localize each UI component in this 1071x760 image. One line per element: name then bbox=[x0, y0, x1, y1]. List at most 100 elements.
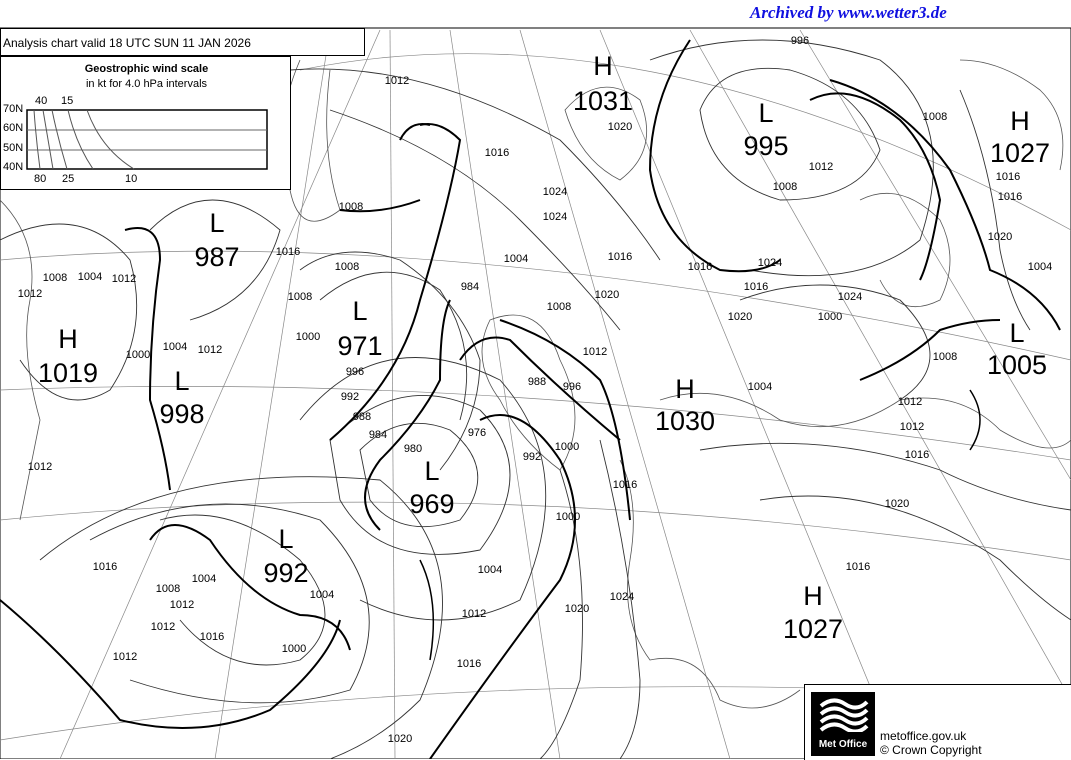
isobar-label: 976 bbox=[468, 427, 486, 439]
isobar-label: 1000 bbox=[126, 349, 150, 361]
chart-title-text: Analysis chart valid 18 UTC SUN 11 JAN 2… bbox=[3, 36, 251, 50]
scale-label: 25 bbox=[62, 173, 75, 185]
pressure-centre-type: H bbox=[675, 374, 695, 404]
isobar-label: 1000 bbox=[296, 331, 320, 343]
cold-front bbox=[329, 123, 462, 441]
isobar-label: 1012 bbox=[385, 75, 409, 87]
pressure-centre-type: H bbox=[593, 51, 613, 81]
pressure-centre-value: 1027 bbox=[783, 614, 843, 644]
lat-label: 40N bbox=[3, 161, 24, 173]
isobar-labels: 1012101210161020102410161008100410081012… bbox=[18, 35, 1052, 745]
occluded-front bbox=[364, 299, 451, 531]
isobar-label: 1016 bbox=[998, 191, 1022, 203]
pressure-centre-value: 992 bbox=[263, 558, 308, 588]
waves-icon bbox=[819, 698, 869, 734]
lat-label: 60N bbox=[3, 122, 24, 134]
isobar-label: 1008 bbox=[335, 261, 359, 273]
isobar-label: 1004 bbox=[163, 341, 187, 353]
isobar-label: 1012 bbox=[151, 621, 175, 633]
pressure-centre-type: L bbox=[174, 366, 189, 396]
isobar-label: 1024 bbox=[758, 257, 782, 269]
wind-scale-subtitle: in kt for 4.0 hPa intervals bbox=[85, 78, 208, 90]
isobar-label: 1012 bbox=[198, 344, 222, 356]
isobar-label: 996 bbox=[563, 381, 581, 393]
copyright: © Crown Copyright bbox=[880, 743, 982, 757]
pressure-centre-type: L bbox=[278, 524, 293, 554]
chart-title: Analysis chart valid 18 UTC SUN 11 JAN 2… bbox=[0, 28, 365, 56]
isobar-label: 1016 bbox=[996, 171, 1020, 183]
pressure-centre-value: 1005 bbox=[987, 350, 1047, 380]
scale-label: 80 bbox=[34, 173, 47, 185]
pressure-centre-value: 998 bbox=[159, 399, 204, 429]
warm-front bbox=[339, 199, 421, 213]
occluded-front bbox=[124, 227, 171, 491]
isobar-label: 1004 bbox=[192, 573, 216, 585]
archive-watermark[interactable]: Archived by www.wetter3.de bbox=[750, 3, 947, 22]
isobar-label: 1008 bbox=[547, 301, 571, 313]
isobar-label: 1008 bbox=[43, 272, 67, 284]
isobar-label: 1004 bbox=[78, 271, 102, 283]
isobar-label: 1000 bbox=[282, 643, 306, 655]
wind-scale-graph bbox=[26, 109, 268, 170]
isobar-label: 1012 bbox=[898, 396, 922, 408]
isobar-label: 1012 bbox=[18, 288, 42, 300]
isobar-label: 1004 bbox=[310, 589, 334, 601]
isobar-label: 1000 bbox=[818, 311, 842, 323]
isobar-label: 1012 bbox=[462, 608, 486, 620]
pressure-centre-type: H bbox=[58, 324, 78, 354]
isobar-label: 996 bbox=[346, 366, 364, 378]
isobar-label: 1000 bbox=[556, 511, 580, 523]
pressure-centre-value: 1019 bbox=[38, 358, 98, 388]
isobar-label: 984 bbox=[461, 281, 479, 293]
isobar-label: 1012 bbox=[170, 599, 194, 611]
isobar-label: 1004 bbox=[504, 253, 528, 265]
trough bbox=[419, 559, 435, 661]
isobar-label: 1012 bbox=[809, 161, 833, 173]
pressure-centre-type: H bbox=[803, 581, 823, 611]
pressure-centre-type: L bbox=[209, 208, 224, 238]
isobar-label: 1008 bbox=[156, 583, 180, 595]
isobar-label: 1012 bbox=[583, 346, 607, 358]
cold-front bbox=[0, 599, 341, 729]
occluded-front bbox=[809, 92, 942, 281]
isobar-label: 1016 bbox=[846, 561, 870, 573]
scale-label: 15 bbox=[61, 95, 74, 107]
isobar-label: 1016 bbox=[276, 246, 300, 258]
fronts bbox=[0, 39, 1061, 759]
warm-front bbox=[499, 319, 631, 521]
pressure-centre-value: 1027 bbox=[990, 138, 1050, 168]
isobar-label: 984 bbox=[369, 429, 387, 441]
site-link[interactable]: metoffice.gov.uk bbox=[880, 729, 967, 743]
isobar-label: 1012 bbox=[112, 273, 136, 285]
occluded-front bbox=[459, 336, 621, 441]
isobar-label: 1000 bbox=[555, 441, 579, 453]
isobar-label: 1020 bbox=[595, 289, 619, 301]
isobar-label: 992 bbox=[341, 391, 359, 403]
isobar-label: 1016 bbox=[457, 658, 481, 670]
isobar-label: 992 bbox=[523, 451, 541, 463]
isobar-label: 980 bbox=[404, 443, 422, 455]
pressure-centre-type: L bbox=[758, 98, 773, 128]
met-office-logo: Met Office bbox=[811, 692, 875, 756]
occluded-front bbox=[399, 123, 431, 141]
isobar-label: 1016 bbox=[613, 479, 637, 491]
occluded-front bbox=[149, 524, 351, 651]
pressure-centre-value: 987 bbox=[194, 242, 239, 272]
pressure-centre-type: L bbox=[424, 456, 439, 486]
coastlines bbox=[0, 59, 1071, 709]
isobar-label: 1012 bbox=[113, 651, 137, 663]
isobar-label: 1012 bbox=[900, 421, 924, 433]
isobar-label: 1008 bbox=[288, 291, 312, 303]
isobar-label: 1016 bbox=[688, 261, 712, 273]
pressure-centre-value: 995 bbox=[743, 131, 788, 161]
isobar-label: 1020 bbox=[388, 733, 412, 745]
pressure-centre-value: 971 bbox=[337, 331, 382, 361]
isobar-label: 1016 bbox=[485, 147, 509, 159]
met-office-footer: Met Office metoffice.gov.uk © Crown Copy… bbox=[804, 684, 1071, 760]
isobar-label: 1004 bbox=[1028, 261, 1052, 273]
isobar-label: 1016 bbox=[744, 281, 768, 293]
isobar-label: 1004 bbox=[478, 564, 502, 576]
isobar-label: 1024 bbox=[543, 186, 567, 198]
pressure-centre-value: 969 bbox=[409, 489, 454, 519]
